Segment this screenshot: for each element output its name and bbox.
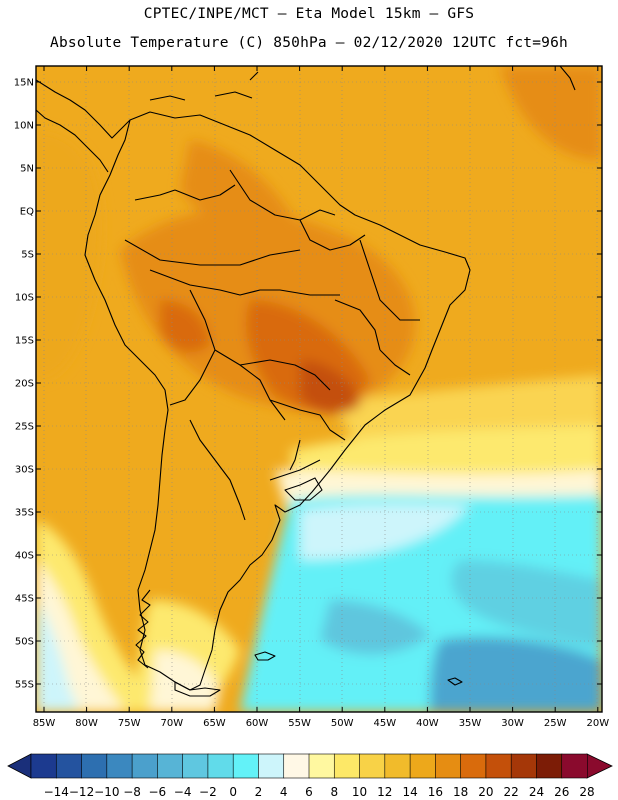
lon-label: 40W: [416, 718, 439, 729]
colorbar-label: 24: [529, 785, 544, 799]
lat-label: 15N: [14, 78, 34, 89]
colorbar-swatch: [207, 753, 234, 779]
lon-label: 50W: [331, 718, 354, 729]
lon-label: 70W: [160, 718, 183, 729]
colorbar-swatch: [131, 753, 158, 779]
colorbar-swatch: [333, 753, 361, 779]
colorbar-swatch: [182, 753, 209, 779]
lon-label: 65W: [203, 718, 226, 729]
lon-label: 75W: [118, 718, 141, 729]
colorbar-label: 2: [255, 785, 263, 799]
lat-label: 30S: [15, 465, 34, 476]
colorbar-label: 14: [402, 785, 417, 799]
lat-label: 45S: [15, 594, 34, 605]
map-subtitle: Absolute Temperature (C) 850hPa – 02/12/…: [50, 35, 568, 51]
colorbar-swatch: [460, 753, 487, 779]
colorbar-swatch: [435, 753, 462, 779]
colorbar-label: −12: [69, 785, 94, 799]
colorbar-over-arrow: [586, 753, 613, 779]
colorbar-label: 0: [229, 785, 237, 799]
colorbar-label: 10: [352, 785, 367, 799]
colorbar-label: −10: [94, 785, 119, 799]
colorbar-label: 4: [280, 785, 288, 799]
colorbar-label: −6: [149, 785, 167, 799]
lon-label: 60W: [246, 718, 269, 729]
lat-label: 35S: [15, 508, 34, 519]
colorbar-swatch: [283, 753, 310, 779]
colorbar: −14 −12 −10 −8 −6 −4 −2 0 2 4 6 8 10 12 14 16 18 20 22 24 26…: [7, 753, 613, 799]
colorbar-label: −14: [44, 785, 69, 799]
latitude-axis: 15N 10N 5N EQ 5S 10S 15S 20S 25S 30S 35S 40S 45S 50S 5…: [14, 78, 602, 691]
colorbar-swatch: [106, 753, 133, 779]
colorbar-swatch: [384, 753, 411, 779]
colorbar-label: 22: [504, 785, 519, 799]
colorbar-label: 26: [554, 785, 569, 799]
colorbar-swatch: [536, 753, 563, 779]
lon-label: 25W: [544, 718, 567, 729]
lat-label: 15S: [15, 336, 34, 347]
colorbar-swatch: [308, 753, 335, 779]
colorbar-label: −4: [174, 785, 192, 799]
lat-label: 55S: [15, 680, 34, 691]
colorbar-swatch: [409, 753, 436, 779]
lon-label: 20W: [586, 718, 609, 729]
colorbar-label: 18: [453, 785, 468, 799]
lat-label: EQ: [20, 207, 34, 218]
lat-label: 5N: [20, 164, 34, 175]
lat-label: 50S: [15, 637, 34, 648]
colorbar-label: −2: [199, 785, 217, 799]
colorbar-swatch: [510, 753, 538, 779]
lat-label: 10S: [15, 293, 34, 304]
colorbar-label: 8: [330, 785, 338, 799]
colorbar-swatch: [485, 753, 512, 779]
lon-label: 45W: [373, 718, 396, 729]
lon-label: 30W: [501, 718, 524, 729]
colorbar-label: 6: [305, 785, 313, 799]
lon-label: 35W: [459, 718, 482, 729]
lat-label: 10N: [14, 121, 34, 132]
colorbar-swatch: [55, 753, 83, 779]
colorbar-label: 16: [428, 785, 443, 799]
colorbar-label: 28: [579, 785, 594, 799]
lon-label: 85W: [33, 718, 56, 729]
colorbar-label: 20: [478, 785, 493, 799]
lon-label: 55W: [288, 718, 311, 729]
colorbar-swatch: [232, 753, 260, 779]
temperature-field: [36, 66, 602, 712]
colorbar-label: 12: [377, 785, 392, 799]
coastline: [36, 66, 576, 697]
lon-label: 80W: [75, 718, 98, 729]
colorbar-swatch: [561, 753, 588, 779]
lat-label: 5S: [21, 250, 34, 261]
colorbar-under-arrow: [7, 753, 32, 779]
colorbar-swatch: [30, 753, 57, 779]
longitude-axis: 85W 80W 75W 70W 65W 60W 55W 50W 45W 40W 35W 30W 25W 2…: [33, 66, 609, 729]
colorbar-label: −8: [123, 785, 141, 799]
colorbar-swatch: [258, 753, 285, 779]
map-frame: [35, 65, 603, 713]
lat-label: 20S: [15, 379, 34, 390]
lat-label: 25S: [15, 422, 34, 433]
map-title: CPTEC/INPE/MCT – Eta Model 15km – GFS: [143, 6, 475, 22]
colorbar-swatch: [157, 753, 184, 779]
colorbar-swatch: [359, 753, 386, 779]
colorbar-swatch: [81, 753, 108, 779]
lat-label: 40S: [15, 551, 34, 562]
